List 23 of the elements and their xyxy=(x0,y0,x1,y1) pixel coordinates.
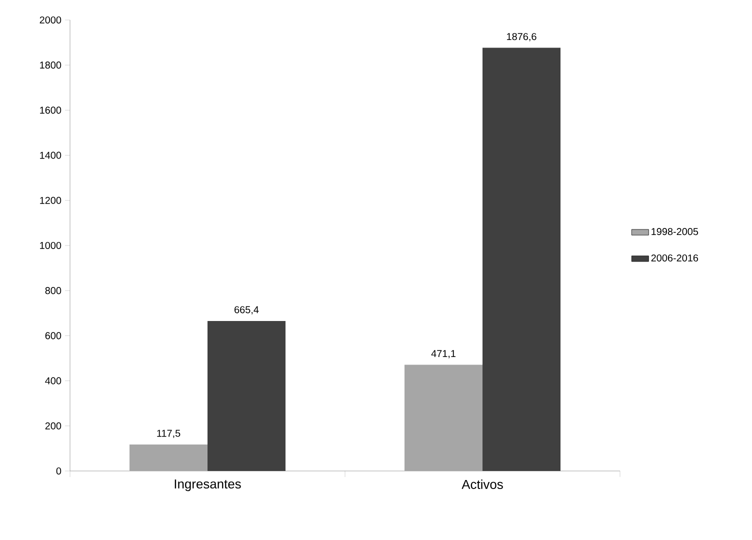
y-tick-label: 1600 xyxy=(40,106,62,114)
y-tick-label: 1400 xyxy=(40,152,62,159)
bar xyxy=(208,320,286,471)
y-tick-label: 0 xyxy=(56,467,62,475)
y-tick-label: 1000 xyxy=(40,242,62,250)
data-label: 117,5 xyxy=(157,430,180,438)
data-label: 1876,6 xyxy=(507,33,536,42)
y-tick-label: 1800 xyxy=(40,62,62,69)
bar xyxy=(482,48,561,471)
data-label: 471,1 xyxy=(431,350,456,358)
x-tick-label: Activos xyxy=(462,480,503,490)
y-tick-label: 400 xyxy=(45,377,62,384)
y-tick-label: 1200 xyxy=(40,196,62,204)
legend-label: 1998-2005 xyxy=(652,228,698,236)
y-tick-label: 200 xyxy=(45,422,62,430)
y-tick-label: 2000 xyxy=(40,16,62,24)
y-tick-label: 800 xyxy=(45,287,62,294)
y-tick-label: 600 xyxy=(45,332,62,340)
data-label: 665,4 xyxy=(234,306,259,314)
x-tick-label: Ingresantes xyxy=(174,480,241,492)
bar xyxy=(130,444,208,471)
legend-label: 2006-2016 xyxy=(651,254,698,262)
bar xyxy=(404,364,483,471)
